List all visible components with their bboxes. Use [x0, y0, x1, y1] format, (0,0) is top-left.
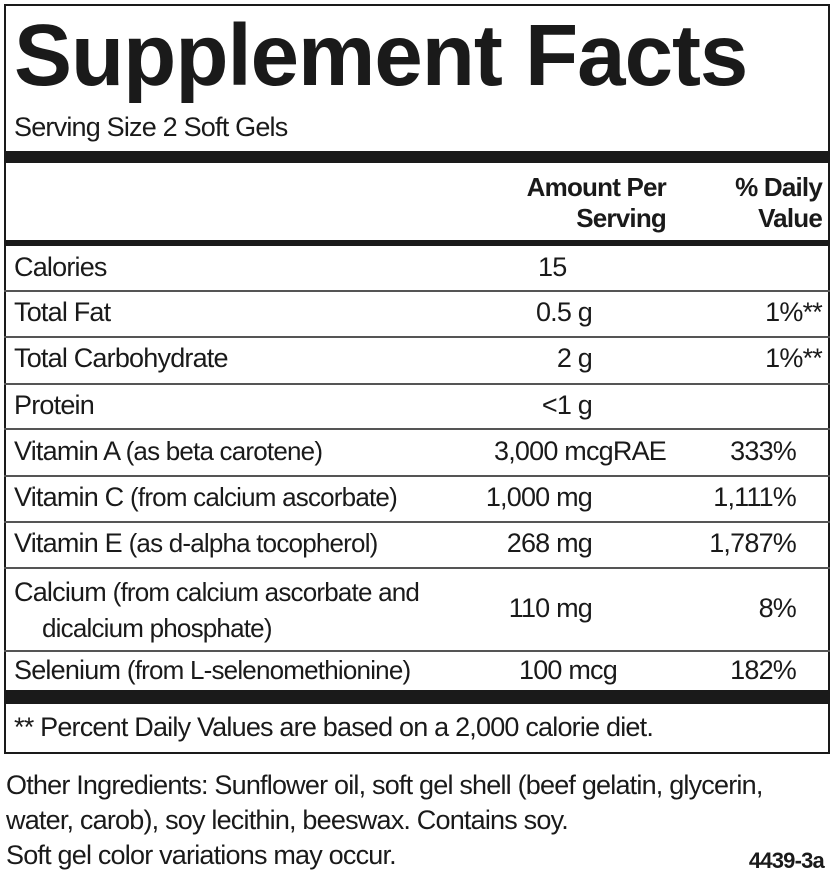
row-divider: [4, 475, 830, 477]
row-amount: 2 g: [556, 343, 593, 373]
facts-panel-border: [4, 4, 830, 754]
row-amount: 110 mg: [508, 593, 593, 623]
row-divider: [4, 290, 830, 292]
row-name: Vitamin C (from calcium ascorbate): [14, 482, 398, 513]
row-dv: 182%: [730, 655, 797, 685]
row-name: Total Fat: [14, 297, 111, 327]
row-amount: 0.5 g: [535, 297, 593, 327]
row-name: Selenium (from L-selenomethionine): [14, 655, 411, 686]
row-dv: 1,111%: [713, 482, 797, 512]
row-divider: [4, 521, 830, 523]
medium-divider: [4, 240, 830, 246]
nutrient-source: (from calcium ascorbate): [130, 482, 398, 512]
row-dv: 333%: [730, 436, 797, 466]
row-amount: 15: [538, 252, 567, 282]
nutrient-source-cont: dicalcium phosphate): [42, 613, 273, 643]
row-amount: 1,000 mg: [485, 482, 593, 512]
row-name: Calories: [14, 252, 107, 282]
row-amount: 3,000 mcgRAE: [494, 436, 667, 466]
other-ingredients: Other Ingredients: Sunflower oil, soft g…: [6, 770, 763, 835]
row-dv: 1,787%: [709, 528, 797, 558]
nutrient-source: (as d-alpha tocopherol): [128, 528, 379, 558]
row-amount: 100 mcg: [519, 655, 618, 685]
row-name: Protein: [14, 390, 95, 420]
header-amount-line2: Serving: [576, 203, 667, 233]
row-name: Vitamin E (as d-alpha tocopherol): [14, 528, 378, 559]
row-divider: [4, 650, 830, 652]
nutrient-name: Selenium: [14, 655, 121, 685]
row-divider: [4, 336, 830, 338]
row-name: Calcium (from calcium ascorbate and dical…: [14, 574, 420, 646]
nutrient-source: (as beta carotene): [125, 436, 323, 466]
header-amount-line1: Amount Per: [526, 172, 667, 202]
nutrient-source: (from L-selenomethionine): [126, 655, 411, 685]
nutrient-source: (from calcium ascorbate and: [112, 577, 420, 607]
nutrient-name: Vitamin E: [14, 528, 123, 558]
row-dv: 8%: [758, 593, 797, 623]
row-divider: [4, 428, 830, 430]
header-dv-line1: % Daily: [735, 172, 823, 202]
nutrient-name: Calcium: [14, 577, 107, 607]
color-variation-note: Soft gel color variations may occur.: [6, 840, 397, 870]
amount-per-serving-header: Amount Per Serving: [526, 172, 667, 234]
row-name: Vitamin A (as beta carotene): [14, 436, 323, 467]
thick-divider: [4, 151, 830, 163]
daily-value-header: % Daily Value: [735, 172, 823, 234]
footnote: ** Percent Daily Values are based on a 2…: [14, 712, 654, 742]
row-name: Total Carbohydrate: [14, 343, 229, 373]
header-dv-line2: Value: [758, 203, 823, 233]
row-amount: <1 g: [541, 390, 593, 420]
product-code: 4439-3a: [748, 848, 825, 873]
thick-divider: [4, 690, 830, 704]
row-amount: 268 mg: [506, 528, 593, 558]
nutrient-name: Vitamin C: [14, 482, 124, 512]
panel-title: Supplement Facts: [14, 7, 748, 104]
nutrient-name: Vitamin A: [14, 436, 120, 466]
serving-size: Serving Size 2 Soft Gels: [14, 112, 288, 142]
row-divider: [4, 567, 830, 569]
row-divider: [4, 383, 830, 385]
row-dv: 1%**: [765, 297, 823, 327]
row-dv: 1%**: [765, 343, 823, 373]
